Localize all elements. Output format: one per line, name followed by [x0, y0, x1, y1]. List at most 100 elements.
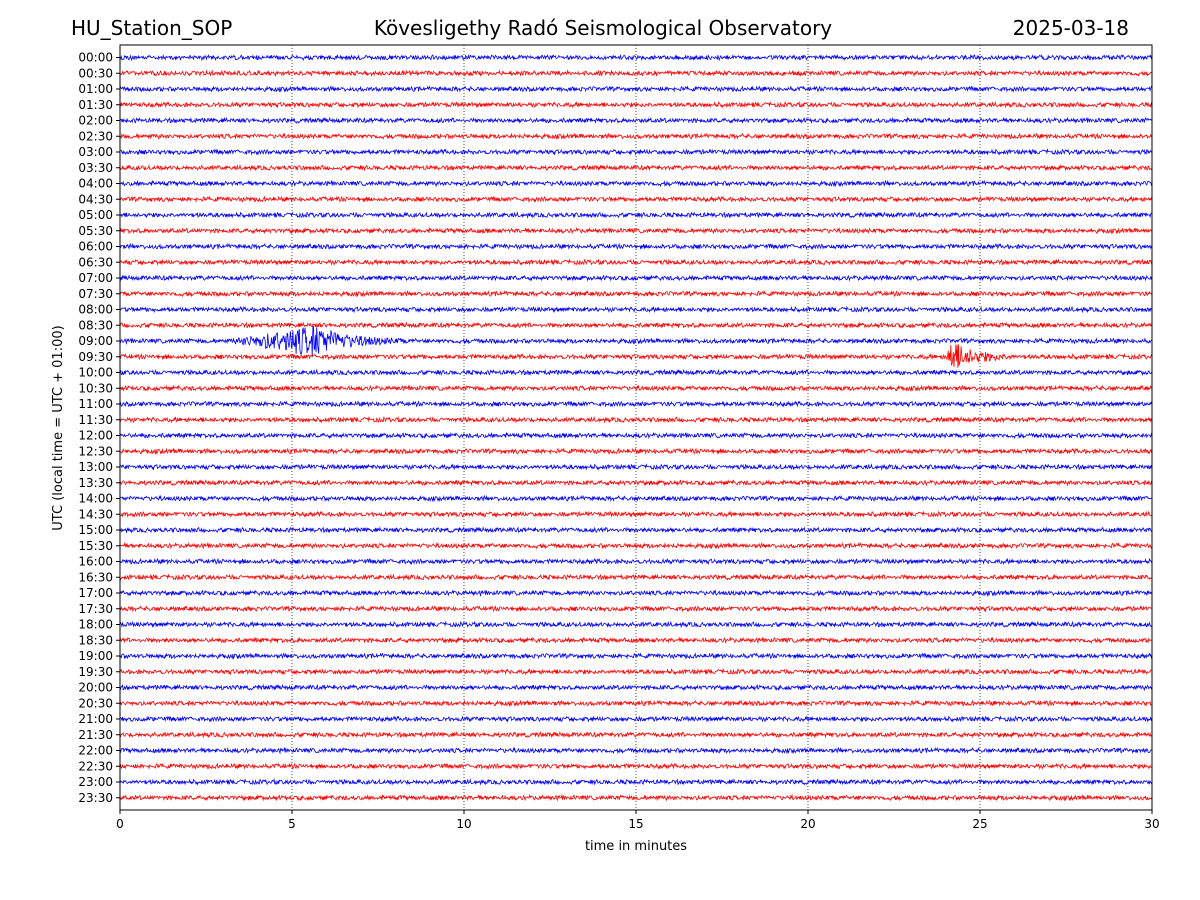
seismic-trace	[119, 325, 1153, 357]
seismic-trace	[119, 447, 1153, 455]
seismic-trace	[119, 163, 1153, 172]
y-tick-label: 12:30	[78, 444, 113, 458]
seismic-trace	[119, 699, 1153, 707]
y-tick-label: 07:30	[78, 287, 113, 301]
seismic-trace	[119, 494, 1153, 503]
seismic-trace	[119, 667, 1153, 676]
y-tick-label: 10:30	[78, 381, 113, 395]
seismic-trace	[119, 368, 1153, 377]
seismic-trace	[119, 274, 1153, 282]
seismic-trace	[119, 344, 1153, 368]
y-tick-label: 18:30	[78, 633, 113, 647]
y-tick-label: 01:00	[78, 82, 113, 96]
seismic-trace	[119, 620, 1153, 629]
seismic-trace	[119, 431, 1153, 440]
y-tick-label: 16:00	[78, 555, 113, 569]
seismic-trace	[119, 258, 1153, 266]
y-tick-label: 06:00	[78, 240, 113, 254]
y-tick-label: 03:30	[78, 161, 113, 175]
seismic-trace	[119, 479, 1153, 487]
y-tick-label: 09:30	[78, 350, 113, 364]
seismic-trace	[119, 321, 1153, 329]
seismic-trace	[119, 69, 1153, 78]
seismic-trace	[119, 463, 1153, 471]
y-tick-label: 05:00	[78, 208, 113, 222]
y-tick-label: 07:00	[78, 271, 113, 285]
y-tick-label: 16:30	[78, 570, 113, 584]
y-tick-label: 17:30	[78, 602, 113, 616]
y-tick-label: 02:00	[78, 114, 113, 128]
seismic-trace	[119, 100, 1153, 109]
y-tick-label: 08:30	[78, 318, 113, 332]
x-axis-label: time in minutes	[585, 839, 687, 854]
seismic-trace	[119, 179, 1153, 188]
y-tick-label: 23:00	[78, 775, 113, 789]
seismic-trace	[119, 226, 1153, 235]
y-tick-label: 21:00	[78, 712, 113, 726]
y-tick-label: 08:00	[78, 303, 113, 317]
seismic-trace	[119, 762, 1153, 770]
seismic-trace	[119, 384, 1153, 392]
observatory-title: Kövesligethy Radó Seismological Observat…	[374, 16, 832, 40]
y-tick-label: 19:30	[78, 665, 113, 679]
y-tick-label: 03:00	[78, 145, 113, 159]
vertical-grid	[291, 45, 981, 810]
seismic-trace	[119, 242, 1153, 251]
y-tick-label: 13:00	[78, 460, 113, 474]
y-tick-label: 11:30	[78, 413, 113, 427]
seismic-trace	[119, 573, 1153, 581]
y-tick-label: 05:30	[78, 224, 113, 238]
y-tick-label: 23:30	[78, 791, 113, 805]
y-tick-label: 15:00	[78, 523, 113, 537]
x-tick-label: 20	[800, 817, 815, 831]
seismic-trace	[119, 400, 1153, 408]
y-tick-label: 14:30	[78, 507, 113, 521]
seismic-trace	[119, 794, 1153, 802]
x-tick-label: 0	[116, 817, 124, 831]
seismic-trace	[119, 636, 1153, 645]
seismic-trace	[119, 510, 1153, 519]
y-tick-label: 00:30	[78, 66, 113, 80]
y-tick-label: 04:00	[78, 177, 113, 191]
seismic-traces	[119, 53, 1153, 802]
seismic-trace	[119, 526, 1153, 534]
seismic-trace	[119, 116, 1153, 125]
y-tick-label: 15:30	[78, 539, 113, 553]
y-tick-label: 17:00	[78, 586, 113, 600]
station-title: HU_Station_SOP	[71, 16, 232, 40]
y-tick-label: 18:00	[78, 618, 113, 632]
x-tick-label: 5	[288, 817, 296, 831]
seismic-trace	[119, 683, 1153, 692]
x-axis-ticks: 0 5 10 15 20 25 30	[116, 810, 1160, 831]
y-tick-label: 19:00	[78, 649, 113, 663]
y-tick-label: 09:00	[78, 334, 113, 348]
y-tick-label: 22:00	[78, 744, 113, 758]
y-tick-label: 00:00	[78, 51, 113, 65]
seismic-trace	[119, 557, 1153, 566]
seismic-trace	[119, 211, 1153, 219]
seismic-trace	[119, 778, 1153, 786]
seismic-trace	[119, 542, 1153, 550]
seismic-trace	[119, 305, 1153, 314]
seismic-trace	[119, 746, 1153, 755]
y-tick-label: 04:30	[78, 192, 113, 206]
y-tick-label: 10:00	[78, 366, 113, 380]
y-tick-label: 22:30	[78, 759, 113, 773]
seismic-trace	[119, 85, 1153, 93]
seismic-trace	[119, 148, 1153, 156]
seismic-trace	[119, 195, 1153, 204]
x-tick-label: 25	[972, 817, 987, 831]
y-tick-label: 20:30	[78, 696, 113, 710]
y-tick-label: 21:30	[78, 728, 113, 742]
seismic-trace	[119, 652, 1153, 660]
y-tick-label: 20:00	[78, 681, 113, 695]
seismic-trace	[119, 589, 1153, 597]
y-tick-label: 11:00	[78, 397, 113, 411]
y-tick-label: 13:30	[78, 476, 113, 490]
seismic-trace	[119, 730, 1153, 739]
seismic-trace	[119, 290, 1153, 298]
y-tick-label: 06:30	[78, 255, 113, 269]
y-tick-label: 14:00	[78, 492, 113, 506]
